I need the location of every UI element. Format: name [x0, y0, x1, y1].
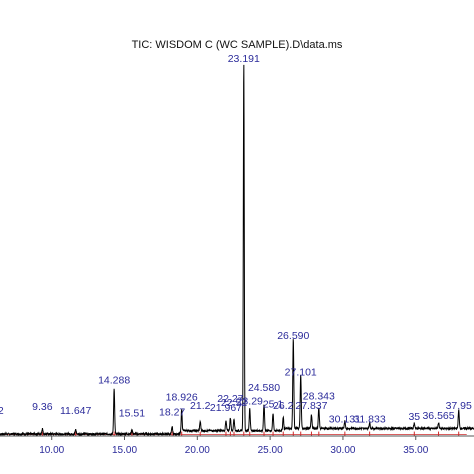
peak-label: 14.288: [98, 375, 130, 387]
peak-label: 27.101: [285, 367, 317, 379]
x-tick-label: 15.00: [112, 445, 137, 456]
peak-label: 21.2: [190, 400, 211, 412]
peak-label: 5.62: [0, 405, 4, 417]
peak-label: 21.967: [210, 402, 242, 414]
peak-label: 18.926: [166, 392, 198, 404]
peak-label: 23.191: [228, 53, 260, 65]
peak-label: 26.2: [273, 400, 294, 412]
x-tick-label: 35.00: [403, 445, 428, 456]
x-tick-label: 25.00: [258, 445, 283, 456]
tic-trace: [0, 64, 474, 437]
x-axis-ticks: 10.00 15.00 20.00 25.00 30.00 35.00: [39, 436, 429, 456]
peak-label: 24.580: [248, 382, 280, 394]
peak-label: 18.27: [159, 406, 185, 418]
peak-label: 36.565: [422, 410, 454, 422]
peak-label: 15.51: [119, 407, 145, 419]
peak-label: 35: [408, 411, 420, 423]
chart-title: TIC: WISDOM C (WC SAMPLE).D\data.ms: [132, 39, 343, 51]
x-tick-label: 30.00: [330, 445, 355, 456]
peak-label: 23.29: [237, 395, 263, 407]
peak-label: 11.647: [60, 405, 91, 417]
peak-label: 25.1: [263, 398, 284, 410]
peak-label: 9.36: [32, 401, 53, 413]
peak-label: 28.343: [303, 391, 335, 403]
x-tick-label: 10.00: [39, 445, 64, 456]
peak-label: 37.95: [446, 400, 472, 412]
peak-label: 30.131: [329, 413, 361, 425]
peak-labels: 5.62 9.36 11.647 14.288 15.51 18.27 18.92621.2…: [0, 53, 472, 425]
peak-label: 31.833: [354, 413, 386, 425]
peak-label: 27.837: [295, 400, 327, 412]
peak-label: 22.52: [221, 397, 247, 409]
peak-label: 26.590: [277, 330, 309, 342]
x-tick-label: 20.00: [185, 445, 210, 456]
peak-label: 22.27: [217, 393, 243, 405]
